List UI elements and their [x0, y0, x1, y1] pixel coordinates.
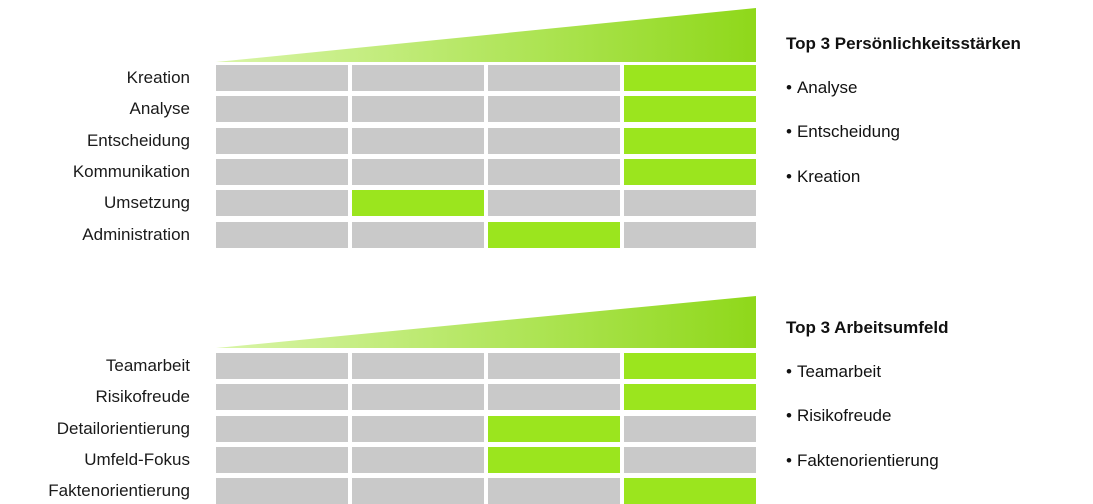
level-cell — [216, 127, 348, 154]
work-environment-chart: Teamarbeit Risikofreude Detailorientierung… — [0, 296, 760, 504]
table-row: Faktenorientierung — [0, 478, 760, 504]
list-item: • Analyse — [786, 78, 858, 97]
level-cell — [216, 96, 348, 123]
level-cells — [216, 221, 756, 248]
level-cells — [216, 384, 756, 411]
level-cell — [488, 158, 620, 185]
row-label: Kreation — [126, 68, 190, 87]
table-row: Umsetzung — [0, 190, 760, 217]
level-cells — [216, 158, 756, 185]
row-label: Umsetzung — [104, 193, 190, 213]
level-cell — [624, 190, 756, 217]
top-strengths-panel: Top 3 Persönlichkeitsstärken • Analyse • E… — [786, 34, 1086, 204]
level-cell — [216, 478, 348, 504]
table-row: Administration — [0, 221, 760, 248]
table-row: Risikofreude — [0, 384, 760, 411]
level-cell — [216, 190, 348, 217]
level-cell — [216, 353, 348, 379]
personality-strengths-chart: Kreation Analyse Entscheidung Kommunikation… — [0, 0, 760, 250]
level-cell-active — [488, 221, 620, 248]
level-cells — [216, 353, 756, 379]
table-row: Analyse — [0, 96, 760, 123]
level-cell — [352, 353, 484, 379]
row-label: Analyse — [129, 99, 190, 119]
level-cell — [216, 384, 348, 411]
level-cell-active — [624, 353, 756, 379]
row-label: Risikofreude — [95, 387, 191, 407]
level-cell — [352, 384, 484, 411]
level-cell — [624, 446, 756, 473]
level-cells — [216, 65, 756, 91]
panel-title: Top 3 Arbeitsumfeld — [786, 318, 949, 337]
list-item: • Entscheidung — [786, 122, 900, 141]
table-row: Detailorientierung — [0, 415, 760, 442]
level-cell — [488, 65, 620, 91]
level-cell — [216, 221, 348, 248]
level-cell — [352, 96, 484, 123]
level-cell-active — [488, 446, 620, 473]
level-cells — [216, 190, 756, 217]
level-cell — [216, 415, 348, 442]
top-work-environment-panel: Top 3 Arbeitsumfeld • Teamarbeit • Risikof… — [786, 318, 1086, 488]
level-cell — [352, 158, 484, 185]
level-cell — [352, 446, 484, 473]
level-cell — [352, 65, 484, 91]
level-cell-active — [488, 415, 620, 442]
level-cell — [352, 127, 484, 154]
list-item: • Teamarbeit — [786, 362, 882, 381]
table-row: Umfeld-Fokus — [0, 446, 760, 473]
table-row: Kommunikation — [0, 158, 760, 185]
level-cells — [216, 96, 756, 123]
row-label: Detailorientierung — [56, 418, 190, 438]
row-label: Entscheidung — [86, 130, 190, 150]
intensity-ramp — [216, 296, 756, 348]
level-cells — [216, 478, 756, 504]
level-cell — [352, 221, 484, 248]
level-cell — [352, 478, 484, 504]
level-cell — [216, 446, 348, 473]
list-item: • Risikofreude — [786, 406, 892, 425]
level-cell-active — [624, 96, 756, 123]
level-cell — [216, 65, 348, 91]
level-cell — [488, 96, 620, 123]
level-cell — [352, 415, 484, 442]
level-cell — [624, 221, 756, 248]
intensity-ramp — [216, 8, 756, 62]
level-cell — [488, 384, 620, 411]
level-cells — [216, 415, 756, 442]
list-item: • Kreation — [786, 167, 861, 186]
level-cell — [488, 127, 620, 154]
table-row: Entscheidung — [0, 127, 760, 154]
level-cell — [624, 415, 756, 442]
table-row: Kreation — [0, 65, 760, 91]
row-label: Umfeld-Fokus — [84, 449, 190, 469]
row-label: Administration — [82, 224, 190, 244]
level-cell-active — [624, 158, 756, 185]
level-cell-active — [624, 478, 756, 504]
level-cell-active — [624, 65, 756, 91]
level-cell-active — [624, 384, 756, 411]
list-item: • Faktenorientierung — [786, 451, 939, 470]
level-cells — [216, 446, 756, 473]
level-cell-active — [352, 190, 484, 217]
row-label: Faktenorientierung — [48, 481, 190, 501]
level-cell — [488, 353, 620, 379]
row-label: Teamarbeit — [105, 356, 190, 375]
table-row: Teamarbeit — [0, 353, 760, 379]
level-cell-active — [624, 127, 756, 154]
level-cell — [488, 190, 620, 217]
row-label: Kommunikation — [72, 161, 190, 181]
level-cell — [216, 158, 348, 185]
panel-title: Top 3 Persönlichkeitsstärken — [786, 34, 1021, 53]
level-cells — [216, 127, 756, 154]
level-cell — [488, 478, 620, 504]
